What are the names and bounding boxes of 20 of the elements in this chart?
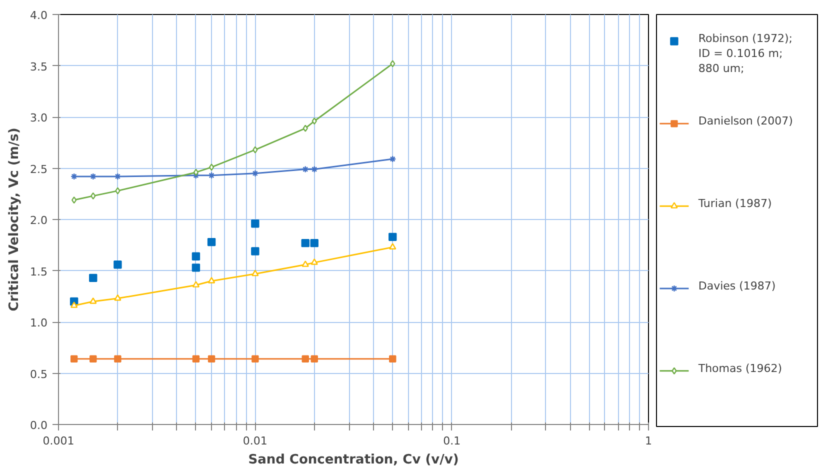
legend-label: Thomas (1962) [697,362,782,375]
y-tick-label: 3.0 [30,112,48,124]
x-tick-label: 0.1 [443,434,461,448]
y-tick-label: 4.0 [30,9,48,22]
y-tick-label: 1.5 [30,265,48,278]
y-tick-label: 2.0 [30,214,48,227]
y-axis-title: Critical Velocity, Vc (m/s) [7,128,22,312]
y-tick-label: 0.0 [30,419,48,432]
y-tick-label: 1.0 [30,316,48,330]
y-tick-label: 3.5 [30,60,48,74]
x-axis-title: Sand Concentration, Cv (v/v) [248,452,459,468]
y-tick-label: 0.5 [30,368,48,381]
legend-label: Danielson (2007) [698,114,793,128]
x-tick-label: 1 [645,434,652,448]
x-tick-label: 0.01 [242,434,268,448]
legend-label: Davies (1987) [698,279,776,292]
legend-label: Robinson (1972); ID = 0.1016 m; 880 um; [698,32,792,76]
y-tick-label: 2.5 [30,162,48,176]
x-tick-label: 0.001 [42,434,74,448]
legend-label: Turian (1987) [697,197,772,210]
